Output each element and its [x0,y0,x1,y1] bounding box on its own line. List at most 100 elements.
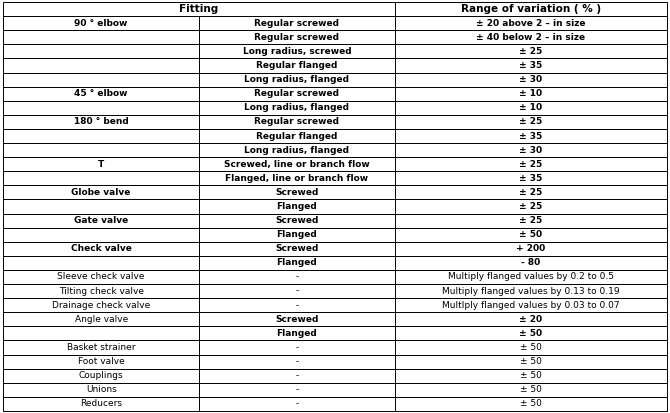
Bar [395,270,667,284]
Bar [3,157,199,171]
Bar [395,157,667,171]
Bar [199,185,395,199]
Bar [199,214,395,228]
Bar [3,369,199,383]
Text: Range of variation ( % ): Range of variation ( % ) [460,4,601,14]
Text: Regular screwed: Regular screwed [255,19,340,28]
Bar [395,16,667,30]
Text: Sleeve check valve: Sleeve check valve [58,273,145,282]
Bar [395,87,667,101]
Bar [199,256,395,270]
Bar [199,354,395,369]
Text: -: - [295,399,299,408]
Bar [199,312,395,326]
Text: -: - [295,357,299,366]
Bar [395,73,667,87]
Bar [395,143,667,157]
Text: Flanged, line or branch flow: Flanged, line or branch flow [225,174,368,183]
Text: 45 ° elbow: 45 ° elbow [74,89,128,98]
Bar [395,242,667,256]
Bar [199,397,395,411]
Text: ± 50: ± 50 [520,357,541,366]
Bar [3,171,199,185]
Bar [395,59,667,73]
Bar [3,298,199,312]
Text: ± 35: ± 35 [519,174,542,183]
Bar [199,171,395,185]
Bar [395,228,667,242]
Bar [395,115,667,129]
Text: ± 25: ± 25 [519,47,542,56]
Bar [395,383,667,397]
Text: -: - [295,343,299,352]
Bar [3,87,199,101]
Text: 90 ° elbow: 90 ° elbow [74,19,128,28]
Bar [395,397,667,411]
Bar [3,354,199,369]
Text: Screwed: Screwed [275,315,318,324]
Text: - 80: - 80 [521,259,540,267]
Bar [3,340,199,354]
Text: Regular flanged: Regular flanged [256,61,338,70]
Bar [395,30,667,44]
Text: ± 35: ± 35 [519,131,542,140]
Bar [3,270,199,284]
Text: 180 ° bend: 180 ° bend [74,117,129,126]
Text: Gate valve: Gate valve [74,216,129,225]
Bar [3,44,199,59]
Text: Flanged: Flanged [277,230,317,239]
Bar [3,397,199,411]
Bar [199,340,395,354]
Text: ± 25: ± 25 [519,202,542,211]
Bar [395,369,667,383]
Text: ± 50: ± 50 [520,371,541,380]
Text: ± 50: ± 50 [520,399,541,408]
Text: Screwed, line or branch flow: Screwed, line or branch flow [224,160,370,169]
Bar [199,298,395,312]
Text: Flanged: Flanged [277,202,317,211]
Text: Foot valve: Foot valve [78,357,125,366]
Text: ± 50: ± 50 [519,230,542,239]
Text: -: - [295,287,299,296]
Bar [199,30,395,44]
Text: ± 40 below 2 – in size: ± 40 below 2 – in size [476,33,585,42]
Bar [3,30,199,44]
Text: Globe valve: Globe valve [72,188,131,197]
Bar [395,354,667,369]
Bar [199,383,395,397]
Bar [199,87,395,101]
Bar [395,326,667,340]
Bar [199,143,395,157]
Bar [199,326,395,340]
Text: -: - [295,273,299,282]
Bar [3,199,199,214]
Text: Long radius, flanged: Long radius, flanged [245,103,349,112]
Bar [395,284,667,298]
Text: + 200: + 200 [516,244,545,253]
Bar [199,284,395,298]
Text: Check valve: Check valve [71,244,131,253]
Text: Regular flanged: Regular flanged [256,131,338,140]
Bar [3,115,199,129]
Bar [3,284,199,298]
Text: ± 30: ± 30 [519,146,542,154]
Bar [395,340,667,354]
Text: Couplings: Couplings [79,371,123,380]
Text: ± 10: ± 10 [519,89,542,98]
Text: T: T [98,160,105,169]
Bar [3,59,199,73]
Bar [199,44,395,59]
Text: ± 25: ± 25 [519,117,542,126]
Text: Reducers: Reducers [80,399,122,408]
Bar [395,185,667,199]
Bar [199,16,395,30]
Bar [199,115,395,129]
Text: ± 25: ± 25 [519,188,542,197]
Bar [199,228,395,242]
Text: -: - [295,385,299,394]
Bar [3,2,395,16]
Bar [395,129,667,143]
Bar [199,101,395,115]
Text: Fitting: Fitting [180,4,218,14]
Bar [395,44,667,59]
